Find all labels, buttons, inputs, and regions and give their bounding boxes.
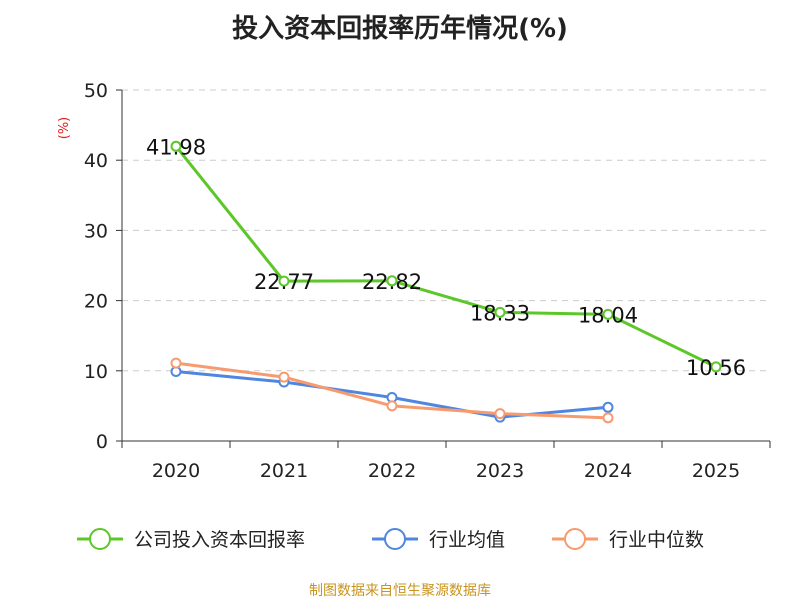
source-note: 制图数据来自恒生聚源数据库 — [309, 583, 491, 599]
x-tick-label-2023: 2023 — [476, 460, 524, 482]
y-tick-label-30: 30 — [84, 220, 108, 242]
legend-label-2: 行业中位数 — [609, 529, 704, 551]
data-point-2-1 — [278, 371, 290, 383]
data-point-1-4 — [602, 401, 614, 413]
data-label-0-5: 10.56 — [686, 356, 746, 380]
series-lines — [170, 140, 722, 424]
y-tick-label-10: 10 — [84, 361, 108, 383]
y-tick-label-20: 20 — [84, 291, 108, 313]
legend-marker-0 — [89, 528, 111, 550]
legend-label-0: 公司投入资本回报率 — [134, 529, 305, 551]
y-axis-unit-label: (%) — [57, 117, 72, 140]
y-tick-label-50: 50 — [84, 80, 108, 102]
data-point-0-3 — [494, 306, 506, 318]
data-point-2-0 — [170, 357, 182, 369]
data-label-0-4: 18.04 — [578, 303, 638, 327]
data-point-0-5 — [710, 361, 722, 373]
x-tick-label-2024: 2024 — [584, 460, 632, 482]
legend-label-1: 行业均值 — [429, 529, 505, 551]
chart-title: 投入资本回报率历年情况(%) — [232, 14, 568, 44]
data-point-2-4 — [602, 412, 614, 424]
data-label-0-3: 18.33 — [470, 301, 530, 325]
data-label-0-0: 41.98 — [146, 135, 206, 159]
data-point-0-4 — [602, 308, 614, 320]
legend: 公司投入资本回报率 行业均值 行业中位数 — [77, 528, 704, 551]
legend-marker-1 — [384, 528, 406, 550]
data-point-2-3 — [494, 408, 506, 420]
y-tick-label-40: 40 — [84, 150, 108, 172]
gridlines — [122, 89, 770, 372]
y-tick-label-0: 0 — [96, 431, 108, 453]
data-point-0-0 — [170, 140, 182, 152]
series-line-0 — [174, 145, 717, 369]
x-tick-label-2021: 2021 — [260, 460, 308, 482]
x-tick-label-2022: 2022 — [368, 460, 416, 482]
legend-marker-2 — [564, 528, 586, 550]
data-point-2-2 — [386, 400, 398, 412]
data-label-0-1: 22.77 — [254, 270, 314, 294]
data-labels: 41.98 22.77 22.82 18.33 18.04 10.56 — [146, 135, 746, 380]
data-point-0-1 — [278, 275, 290, 287]
data-point-0-2 — [386, 275, 398, 287]
data-label-0-2: 22.82 — [362, 270, 422, 294]
x-tick-label-2025: 2025 — [692, 460, 740, 482]
x-tick-label-2020: 2020 — [152, 460, 200, 482]
axes: 0 10 20 30 40 50 (%) 2020 2021 2022 2023 2024 2025 — [57, 80, 771, 482]
